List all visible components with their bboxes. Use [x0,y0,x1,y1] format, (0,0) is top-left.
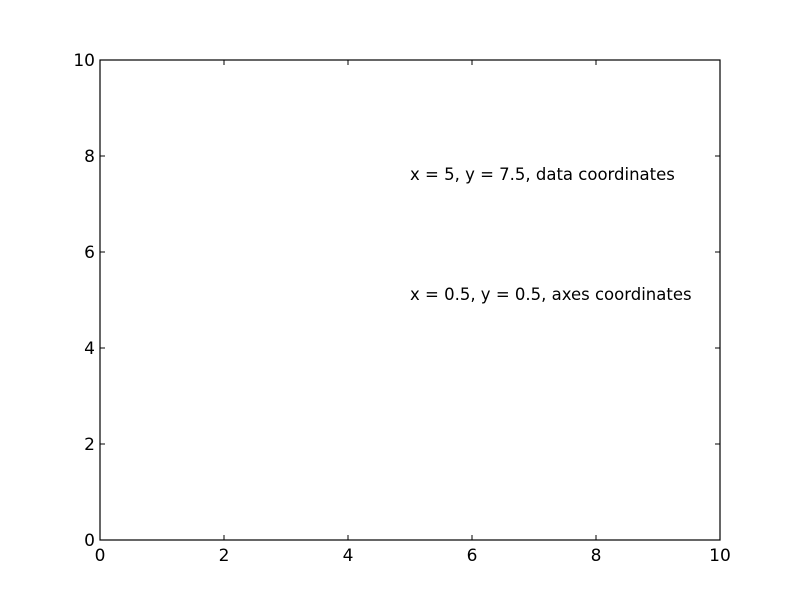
annotations: x = 5, y = 7.5, data coordinates x = 0.5,… [410,165,692,304]
annotation-text: x = 0.5, y = 0.5, axes coordinates [410,285,692,304]
x-tick-label: 2 [219,546,230,566]
y-axis: 0 2 4 6 8 10 [73,51,720,551]
x-tick-label: 0 [95,546,106,566]
y-tick-label: 8 [84,147,95,167]
x-tick-label: 4 [343,546,354,566]
x-tick-label: 10 [709,546,731,566]
plot-area-frame [99,59,721,541]
y-tick-label: 2 [84,435,95,455]
y-tick-label: 0 [84,531,95,551]
y-tick-label: 10 [73,51,95,71]
x-tick-label: 8 [591,546,602,566]
annotation-text: x = 5, y = 7.5, data coordinates [410,165,675,184]
y-tick-label: 4 [84,339,95,359]
x-axis: 0 2 4 6 8 10 [95,60,731,566]
y-tick-label: 6 [84,243,95,263]
x-tick-label: 6 [467,546,478,566]
